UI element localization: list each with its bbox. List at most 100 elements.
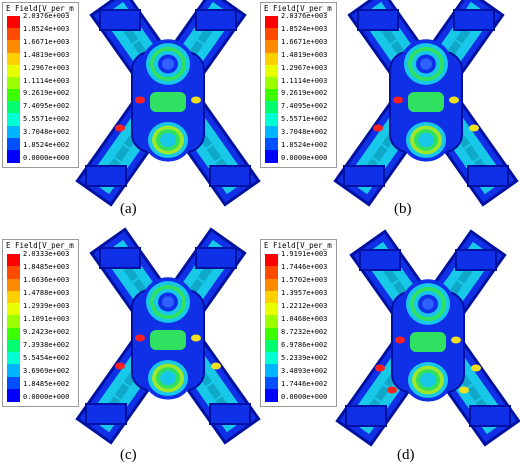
field-model — [75, 227, 261, 445]
colorbar-swatch — [265, 125, 278, 139]
arm-tip — [85, 403, 127, 425]
legend: E Field[V_per_m 2.0376e+003 1.8524e+003 1.… — [260, 2, 337, 168]
legend-title: E Field[V_per_m — [6, 4, 74, 13]
colorbar-swatch — [7, 40, 20, 54]
colorbar-swatch — [265, 113, 278, 127]
tick-label: 1.7446e+003 — [281, 263, 328, 271]
tick-label: 5.5454e+002 — [23, 354, 70, 362]
tick-label: 3.7048e+002 — [23, 128, 70, 137]
lower-cavity-ring — [418, 132, 434, 148]
colorbar-swatch — [265, 290, 278, 304]
tick-label: 1.2939e+003 — [23, 302, 70, 310]
field-hotspot — [471, 364, 481, 372]
colorbar-swatch — [7, 388, 20, 402]
field-hotspot — [449, 96, 459, 104]
colorbar-swatch — [7, 89, 20, 102]
tick-label: 1.2967e+003 — [23, 63, 70, 72]
tick-labels: 2.0333e+003 1.8485e+003 1.6636e+003 1.4788e… — [23, 250, 77, 401]
colorbar-swatch — [7, 315, 20, 329]
colorbar — [265, 254, 278, 402]
tick-label: 1.0468e+003 — [281, 315, 328, 323]
legend: E Field[V_per_m 1.9191e+003 1.7446e+003 1.… — [260, 239, 337, 407]
tick-label: 1.2967e+003 — [281, 63, 328, 72]
colorbar-swatch — [7, 327, 20, 341]
tick-label: 6.9786e+002 — [281, 341, 328, 349]
tick-label: 1.8524e+002 — [23, 141, 70, 150]
colorbar-swatch — [7, 290, 20, 304]
upper-cavity-ring — [422, 298, 434, 310]
arm-tip — [467, 165, 509, 187]
tick-label: 2.0376e+003 — [281, 12, 328, 20]
colorbar-swatch — [265, 352, 278, 365]
tick-label: 9.2619e+002 — [23, 89, 70, 98]
field-hotspot — [373, 124, 383, 132]
arm-tip — [469, 405, 511, 427]
colorbar-swatch — [265, 266, 278, 280]
tick-label: 9.2423e+002 — [23, 328, 70, 336]
colorbar-swatch — [7, 364, 20, 378]
colorbar-swatch — [265, 254, 278, 267]
colorbar — [265, 16, 278, 163]
tick-label: 1.4788e+003 — [23, 289, 70, 297]
colorbar-swatch — [7, 16, 20, 29]
tick-label: 0.0000e+000 — [23, 154, 70, 162]
tick-label: 1.6671e+003 — [281, 37, 328, 46]
legend-title: E Field[V_per_m — [264, 241, 332, 250]
field-hotspot — [135, 334, 145, 342]
tick-label: 1.6636e+003 — [23, 276, 70, 284]
lower-cavity-ring — [160, 370, 176, 386]
tick-label: 1.1091e+003 — [23, 315, 70, 323]
tick-label: 0.0000e+000 — [281, 154, 328, 162]
colorbar-swatch — [265, 388, 278, 402]
colorbar-swatch — [7, 376, 20, 390]
colorbar-swatch — [265, 101, 278, 115]
arm-tip — [195, 9, 237, 31]
colorbar — [7, 254, 20, 402]
field-hotspot — [387, 386, 397, 394]
panel-b: E Field[V_per_m 2.0376e+003 1.8524e+003 1.… — [260, 0, 520, 236]
tick-label: 1.2212e+003 — [281, 302, 328, 310]
colorbar-swatch — [265, 28, 278, 42]
colorbar-swatch — [7, 101, 20, 115]
arm-tip — [453, 9, 495, 31]
colorbar-swatch — [7, 125, 20, 139]
arm-tip — [343, 165, 385, 187]
tick-label: 1.7446e+002 — [281, 380, 328, 388]
tick-label: 1.8485e+002 — [23, 380, 70, 388]
colorbar-swatch — [265, 16, 278, 29]
coupling-gap — [408, 92, 444, 112]
colorbar-swatch — [7, 76, 20, 90]
caption: (a) — [120, 201, 137, 217]
arm-tip — [85, 165, 127, 187]
coupling-gap — [410, 332, 446, 352]
field-hotspot — [115, 362, 125, 370]
colorbar-swatch — [7, 113, 20, 127]
colorbar-swatch — [265, 89, 278, 102]
colorbar-swatch — [265, 137, 278, 151]
field-model — [333, 0, 519, 207]
legend: E Field[V_per_m 2.0376e+003 1.8524e+003 1.… — [2, 2, 79, 168]
colorbar-swatch — [265, 315, 278, 329]
arm-tip — [99, 9, 141, 31]
tick-label: 3.4893e+002 — [281, 367, 328, 375]
tick-label: 2.0333e+003 — [23, 250, 70, 258]
colorbar-swatch — [265, 40, 278, 54]
tick-label: 5.5571e+002 — [281, 115, 328, 124]
field-hotspot — [191, 334, 201, 342]
colorbar-swatch — [265, 76, 278, 90]
colorbar-swatch — [265, 64, 278, 78]
upper-cavity-ring — [420, 58, 432, 70]
panel-a: E Field[V_per_m 2.0376e+003 1.8524e+003 1.… — [0, 0, 261, 236]
field-hotspot — [375, 364, 385, 372]
tick-label: 1.4819e+003 — [281, 50, 328, 59]
tick-label: 5.5571e+002 — [23, 115, 70, 124]
colorbar-swatch — [7, 352, 20, 365]
colorbar — [7, 16, 20, 163]
colorbar-swatch — [7, 52, 20, 66]
colorbar-swatch — [265, 278, 278, 292]
legend: E Field[V_per_m 2.0333e+003 1.8485e+003 1.… — [2, 239, 79, 407]
tick-label: 7.4095e+002 — [281, 102, 328, 111]
tick-label: 1.4819e+003 — [23, 50, 70, 59]
arm-tip — [99, 247, 141, 269]
colorbar-swatch — [265, 364, 278, 378]
